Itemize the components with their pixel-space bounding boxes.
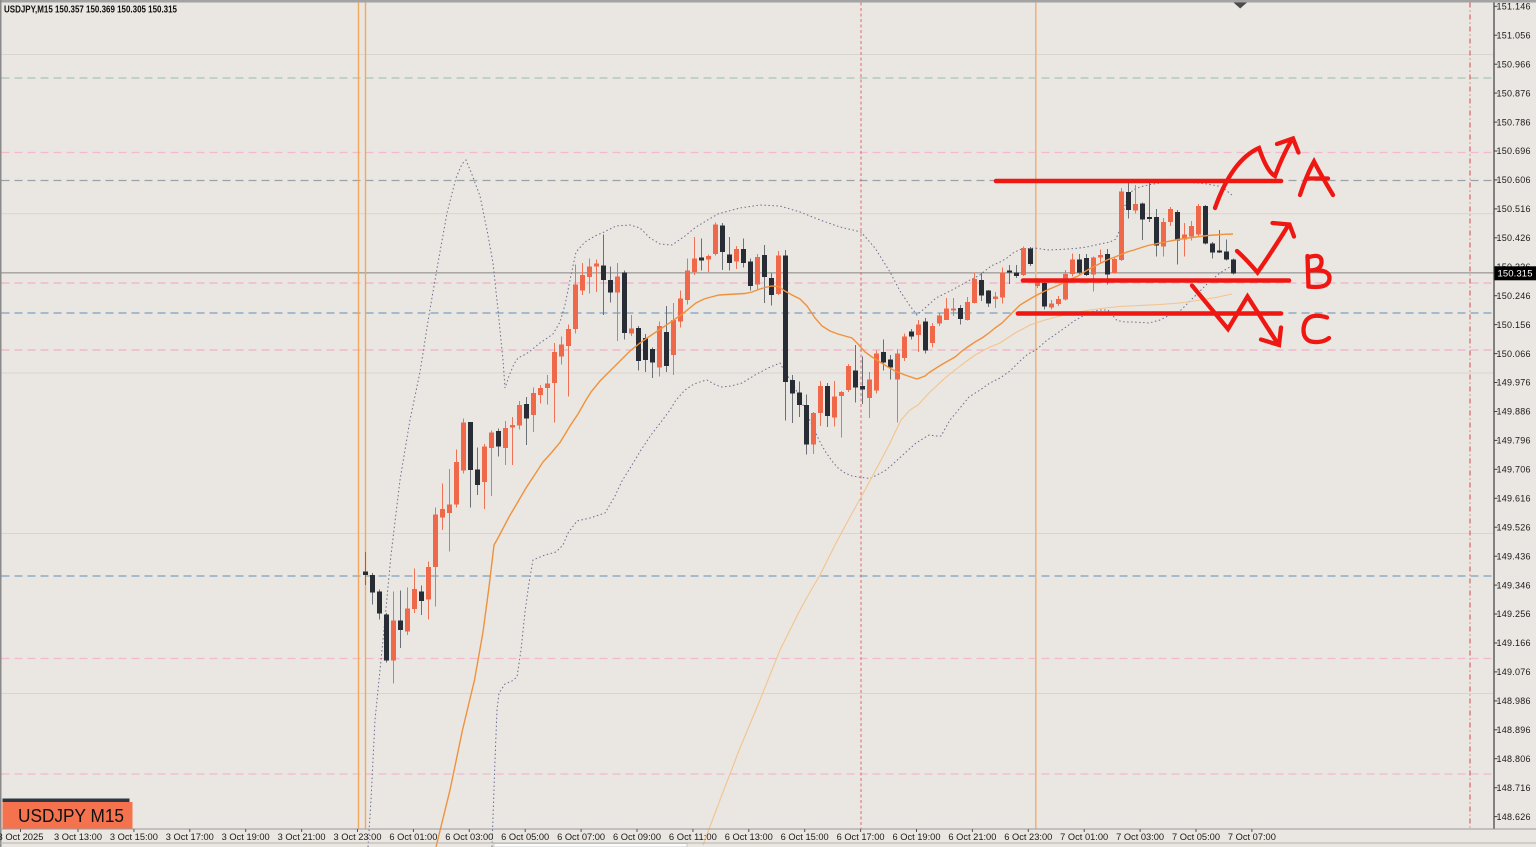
svg-text:6 Oct 19:00: 6 Oct 19:00 <box>893 832 941 842</box>
svg-text:150.966: 150.966 <box>1497 59 1531 69</box>
svg-text:6 Oct 03:00: 6 Oct 03:00 <box>445 832 493 842</box>
svg-text:3 Oct 23:00: 3 Oct 23:00 <box>334 832 382 842</box>
svg-text:148.986: 148.986 <box>1497 696 1531 706</box>
svg-text:151.056: 151.056 <box>1497 30 1531 40</box>
svg-text:6 Oct 07:00: 6 Oct 07:00 <box>557 832 605 842</box>
svg-text:148.626: 148.626 <box>1497 812 1531 822</box>
svg-text:149.526: 149.526 <box>1497 522 1531 532</box>
svg-text:150.786: 150.786 <box>1497 117 1531 127</box>
svg-text:6 Oct 15:00: 6 Oct 15:00 <box>781 832 829 842</box>
svg-text:149.706: 149.706 <box>1497 465 1531 475</box>
svg-text:7 Oct 07:00: 7 Oct 07:00 <box>1228 832 1276 842</box>
svg-text:149.616: 149.616 <box>1497 494 1531 504</box>
svg-text:151.146: 151.146 <box>1497 2 1531 12</box>
svg-text:150.876: 150.876 <box>1497 88 1531 98</box>
svg-text:6 Oct 23:00: 6 Oct 23:00 <box>1004 832 1052 842</box>
svg-text:3 Oct 19:00: 3 Oct 19:00 <box>222 832 270 842</box>
svg-text:150.315: 150.315 <box>1498 269 1533 280</box>
svg-text:6 Oct 05:00: 6 Oct 05:00 <box>501 832 549 842</box>
svg-text:3 Oct 13:00: 3 Oct 13:00 <box>54 832 102 842</box>
svg-text:6 Oct 13:00: 6 Oct 13:00 <box>725 832 773 842</box>
svg-text:149.346: 149.346 <box>1497 580 1531 590</box>
svg-text:3 Oct 21:00: 3 Oct 21:00 <box>278 832 326 842</box>
svg-text:148.806: 148.806 <box>1497 754 1531 764</box>
svg-text:150.426: 150.426 <box>1497 233 1531 243</box>
svg-text:6 Oct 11:00: 6 Oct 11:00 <box>669 832 717 842</box>
svg-text:149.166: 149.166 <box>1497 638 1531 648</box>
svg-text:148.896: 148.896 <box>1497 725 1531 735</box>
svg-text:7 Oct 01:00: 7 Oct 01:00 <box>1060 832 1108 842</box>
svg-text:150.066: 150.066 <box>1497 349 1531 359</box>
svg-text:6 Oct 21:00: 6 Oct 21:00 <box>948 832 996 842</box>
svg-text:6 Oct 09:00: 6 Oct 09:00 <box>613 832 661 842</box>
svg-text:149.796: 149.796 <box>1497 436 1531 446</box>
svg-text:7 Oct 05:00: 7 Oct 05:00 <box>1172 832 1220 842</box>
svg-text:3 Oct 2025: 3 Oct 2025 <box>0 832 44 842</box>
svg-text:6 Oct 01:00: 6 Oct 01:00 <box>389 832 437 842</box>
svg-text:150.606: 150.606 <box>1497 175 1531 185</box>
svg-text:150.246: 150.246 <box>1497 291 1531 301</box>
svg-text:149.976: 149.976 <box>1497 378 1531 388</box>
svg-text:3 Oct 15:00: 3 Oct 15:00 <box>110 832 158 842</box>
svg-text:149.886: 149.886 <box>1497 407 1531 417</box>
svg-text:USDJPY M15: USDJPY M15 <box>18 806 124 826</box>
svg-text:149.076: 149.076 <box>1497 667 1531 677</box>
svg-text:3 Oct 17:00: 3 Oct 17:00 <box>166 832 214 842</box>
svg-text:148.716: 148.716 <box>1497 783 1531 793</box>
svg-text:149.436: 149.436 <box>1497 551 1531 561</box>
svg-text:149.256: 149.256 <box>1497 609 1531 619</box>
svg-text:7 Oct 03:00: 7 Oct 03:00 <box>1116 832 1164 842</box>
svg-text:150.516: 150.516 <box>1497 204 1531 214</box>
svg-text:6 Oct 17:00: 6 Oct 17:00 <box>837 832 885 842</box>
svg-text:150.156: 150.156 <box>1497 320 1531 330</box>
svg-text:USDJPY,M15 150.357 150.369 15: USDJPY,M15 150.357 150.369 150.305 150.3… <box>4 5 177 16</box>
svg-text:150.696: 150.696 <box>1497 146 1531 156</box>
